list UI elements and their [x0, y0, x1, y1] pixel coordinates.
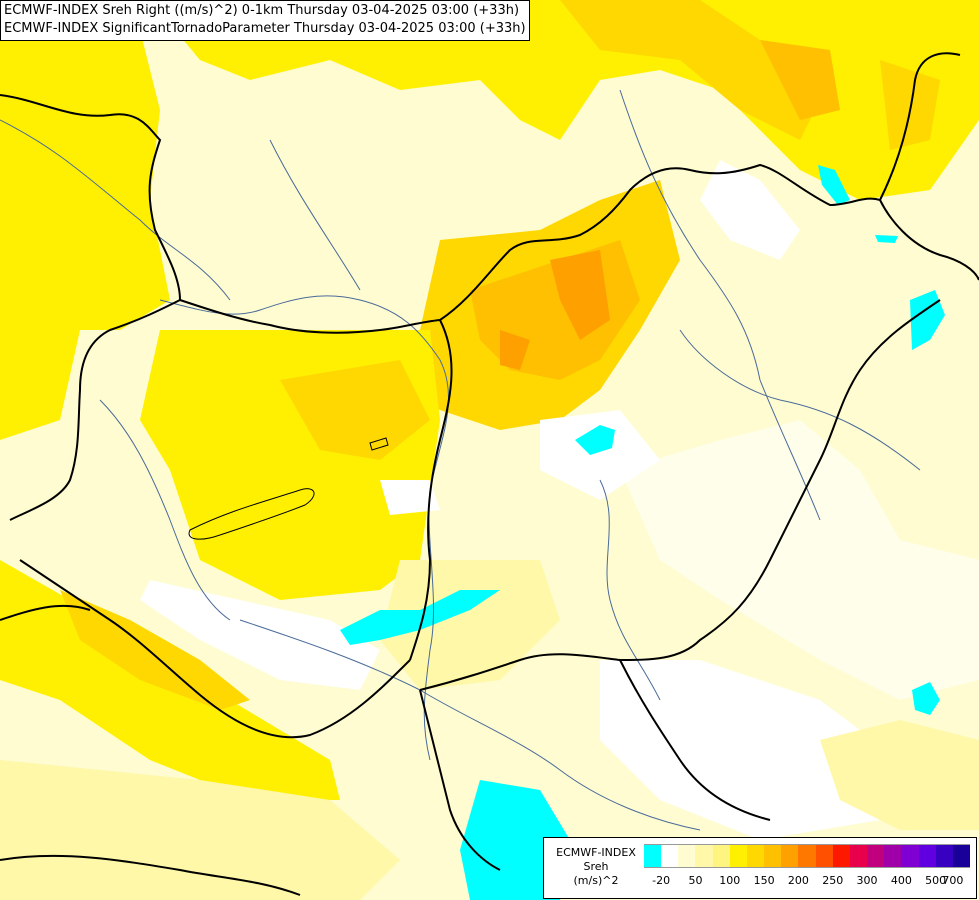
legend-swatch — [798, 844, 816, 868]
legend-tick: 100 — [719, 874, 741, 887]
legend-swatch — [952, 844, 970, 868]
header-line-sreh: ECMWF-INDEX Sreh Right ((m/s)^2) 0-1km T… — [4, 3, 520, 18]
legend-color-scale — [644, 844, 970, 868]
legend-swatch — [832, 844, 850, 868]
legend-swatch — [644, 844, 662, 868]
legend-tick-labels: -20 50 100 150 200 250 300 400 500 700 — [644, 874, 970, 890]
map-header: ECMWF-INDEX Sreh Right ((m/s)^2) 0-1km T… — [0, 0, 530, 41]
legend-tick: 400 — [890, 874, 912, 887]
header-line-stp: ECMWF-INDEX SignificantTornadoParameter … — [4, 21, 526, 36]
rivers — [0, 89, 921, 831]
legend-swatch — [935, 844, 953, 868]
legend-swatch — [849, 844, 868, 868]
legend-model: ECMWF-INDEX — [556, 846, 636, 859]
legend-title: ECMWF-INDEX Sreh (m/s)^2 — [548, 846, 644, 888]
legend-swatch — [815, 844, 833, 868]
legend-swatch — [884, 844, 902, 868]
lake-outlines — [188, 437, 389, 540]
legend-tick: 500 — [925, 874, 947, 887]
legend-swatch — [746, 844, 765, 868]
legend-unit: (m/s)^2 — [573, 874, 619, 887]
legend-tick: 150 — [753, 874, 775, 887]
legend-variable: Sreh — [583, 860, 609, 873]
legend-tick: 250 — [822, 874, 844, 887]
legend-swatch — [918, 844, 936, 868]
color-legend: ECMWF-INDEX Sreh (m/s)^2 -20 50 100 150 200 2… — [543, 837, 977, 899]
legend-swatch — [781, 844, 799, 868]
legend-swatch — [901, 844, 919, 868]
legend-tick: 200 — [787, 874, 809, 887]
legend-tick: 50 — [688, 874, 703, 887]
legend-tick: 300 — [856, 874, 878, 887]
legend-swatch — [661, 844, 679, 868]
legend-tick: 700 — [942, 874, 964, 887]
legend-swatch — [712, 844, 730, 868]
country-borders — [0, 52, 979, 896]
legend-swatch — [867, 844, 885, 868]
legend-swatch — [678, 844, 696, 868]
legend-tick: -20 — [652, 874, 671, 887]
legend-swatch — [764, 844, 782, 868]
legend-swatch — [695, 844, 713, 868]
legend-swatch — [729, 844, 747, 868]
